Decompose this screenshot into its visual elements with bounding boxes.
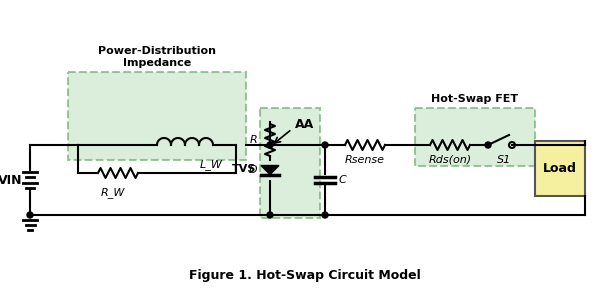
Bar: [415, 108, 535, 166]
Circle shape: [485, 142, 491, 148]
Text: C: C: [339, 175, 347, 185]
Circle shape: [322, 212, 328, 218]
Text: R: R: [249, 135, 257, 145]
Text: Hot-Swap FET: Hot-Swap FET: [431, 94, 519, 104]
Bar: [535, 141, 585, 196]
Text: D: D: [249, 165, 257, 175]
Text: R_W: R_W: [101, 187, 125, 198]
Text: AA: AA: [295, 118, 314, 132]
Text: L_W: L_W: [200, 159, 223, 170]
Circle shape: [322, 142, 328, 148]
Text: Load: Load: [543, 162, 577, 175]
Bar: [260, 108, 320, 218]
Text: Power-Distribution
Impedance: Power-Distribution Impedance: [98, 46, 216, 68]
Circle shape: [27, 212, 33, 218]
Text: Rsense: Rsense: [345, 155, 385, 165]
Polygon shape: [261, 166, 279, 175]
Text: TVS: TVS: [232, 164, 256, 173]
Text: Rds(on): Rds(on): [428, 155, 472, 165]
Circle shape: [267, 212, 273, 218]
Text: Figure 1. Hot-Swap Circuit Model: Figure 1. Hot-Swap Circuit Model: [189, 269, 421, 281]
Circle shape: [267, 142, 273, 148]
Text: VIN: VIN: [0, 173, 22, 187]
Text: S1: S1: [497, 155, 511, 165]
Bar: [68, 72, 246, 160]
